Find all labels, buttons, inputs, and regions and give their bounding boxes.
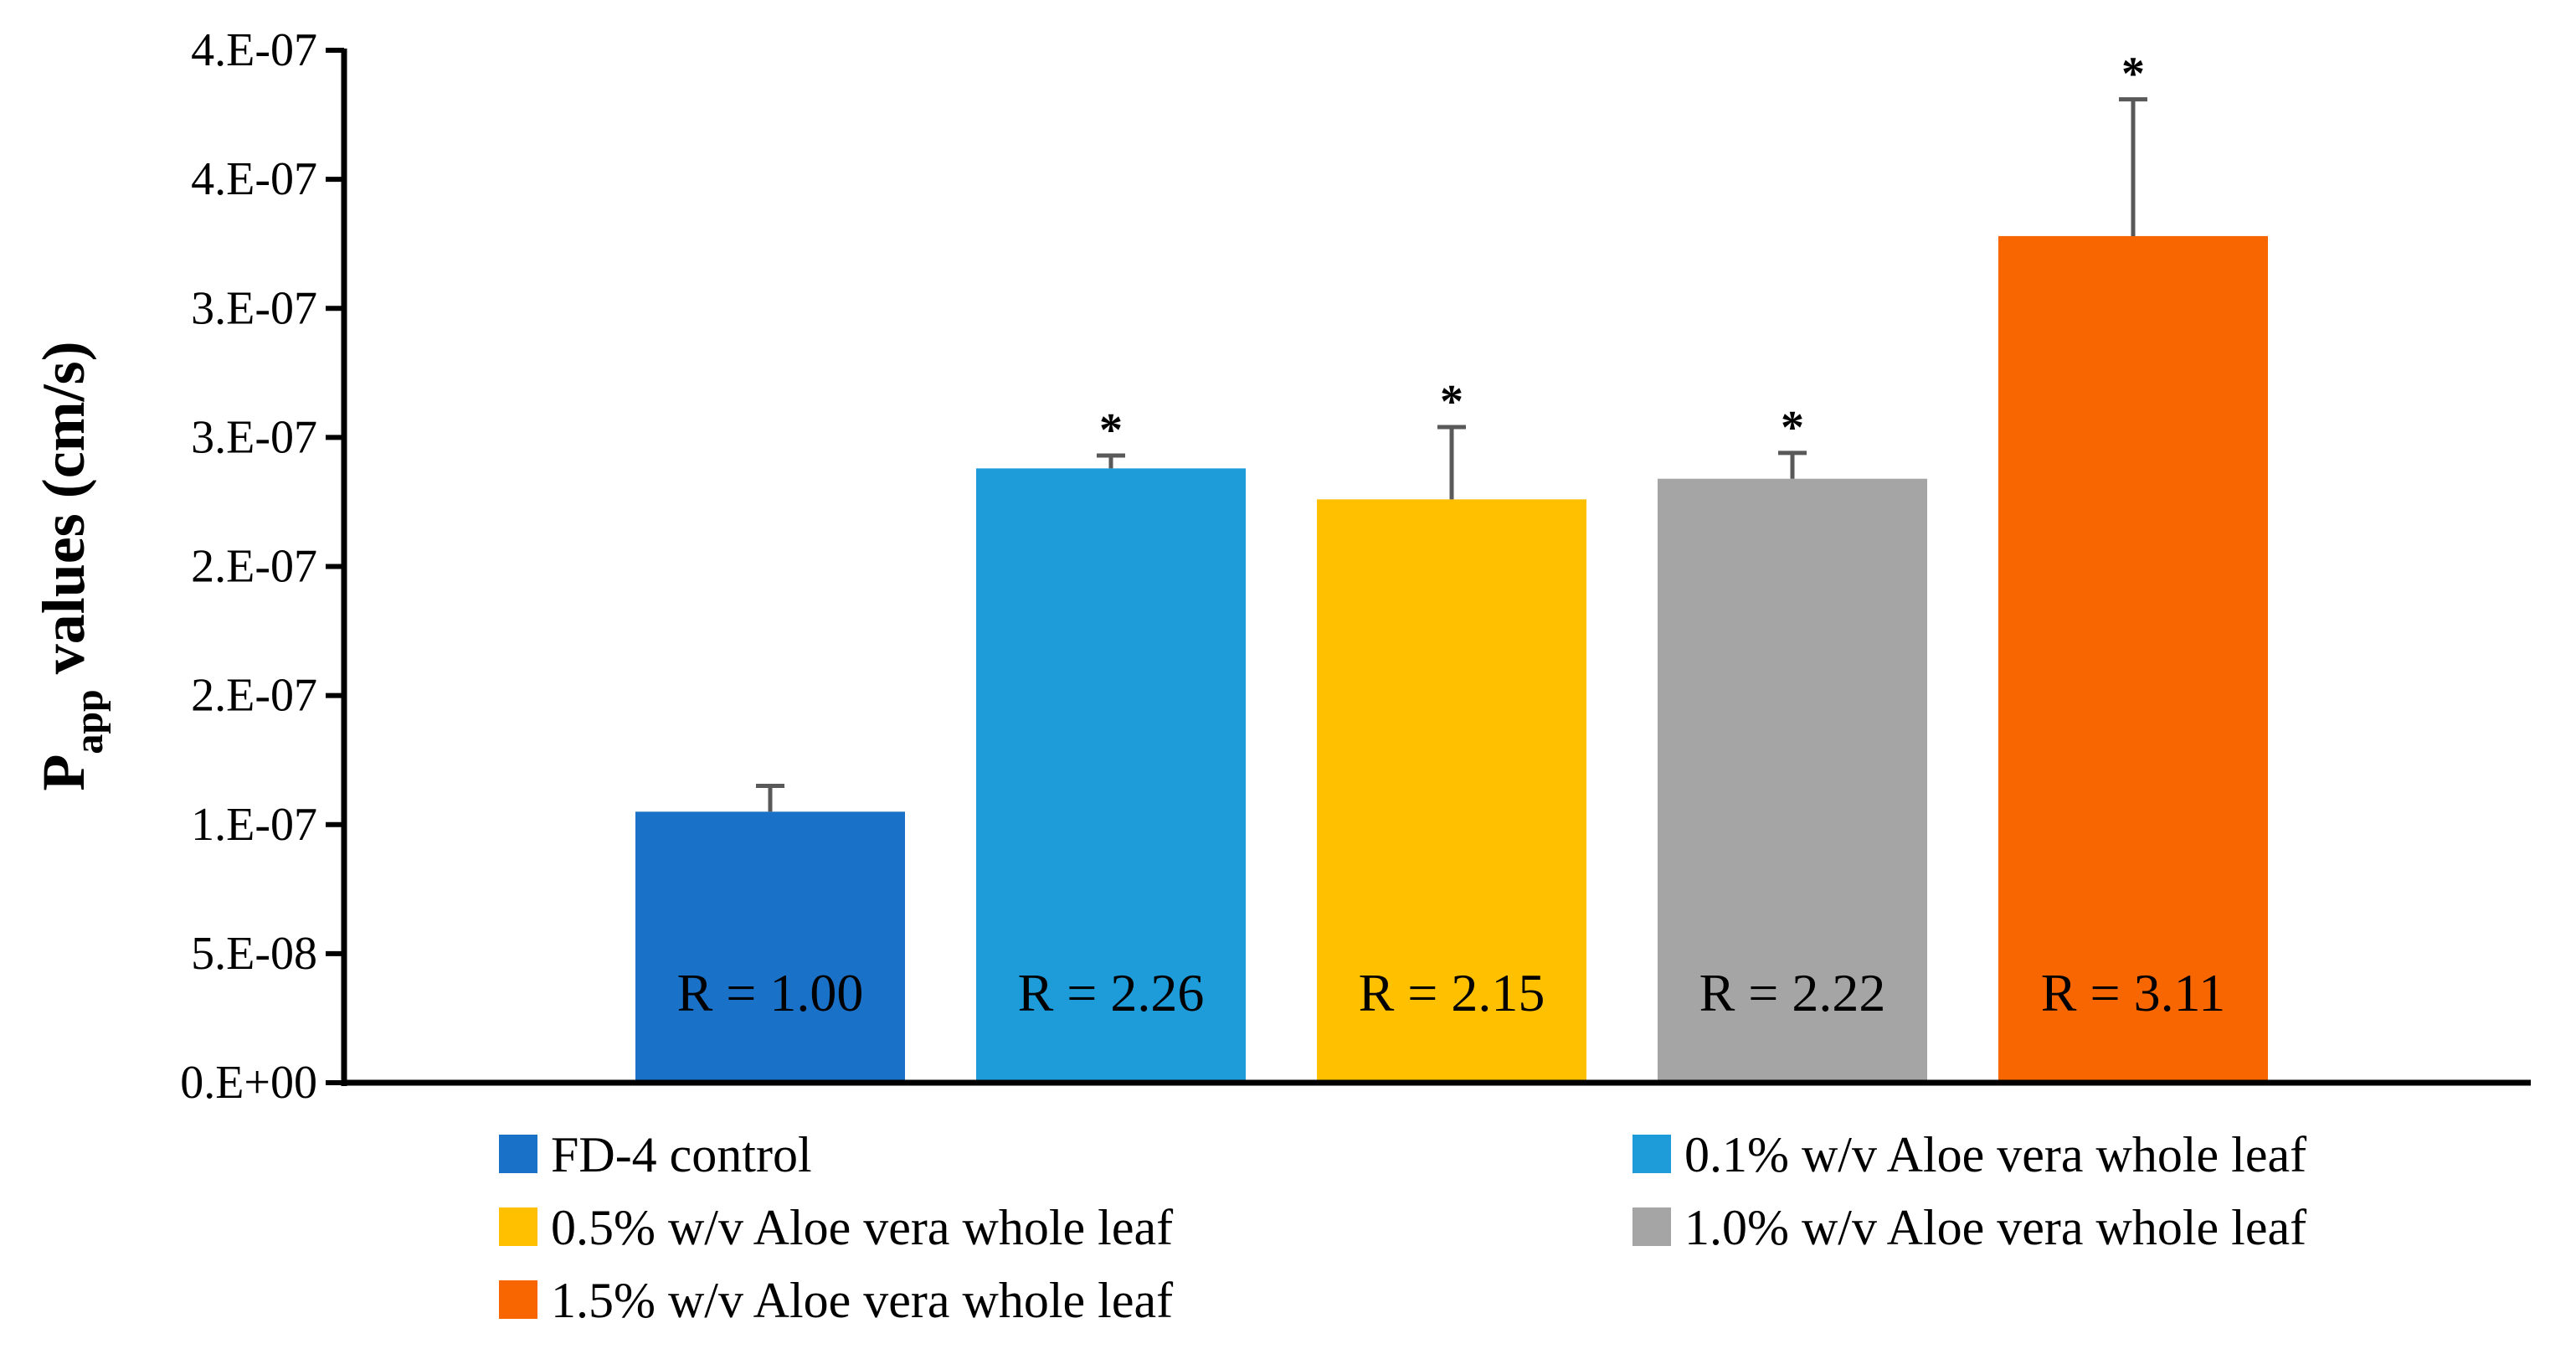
- significance-marker-2: *: [1099, 404, 1123, 456]
- ratio-label-1: R = 1.00: [677, 963, 864, 1022]
- y-tick-label-4: 2.E-07: [191, 541, 317, 593]
- bar-4: [1658, 478, 1927, 1083]
- y-axis-title-subscript: app: [67, 689, 111, 754]
- ratio-label-2: R = 2.26: [1018, 963, 1205, 1022]
- legend-label-2: 0.1% w/v Aloe vera whole leaf: [1684, 1127, 2306, 1182]
- y-tick-label-5: 3.E-07: [191, 411, 317, 463]
- legend-swatch-4: [1632, 1207, 1671, 1246]
- bar-5: [1998, 235, 2268, 1083]
- legend-label-1: FD-4 control: [551, 1127, 812, 1182]
- y-tick-label-6: 3.E-07: [191, 282, 317, 334]
- ratio-label-4: R = 2.22: [1699, 963, 1886, 1022]
- y-tick-label-7: 4.E-07: [191, 153, 317, 205]
- significance-marker-3: *: [1440, 376, 1463, 428]
- bar-1: [635, 811, 905, 1083]
- legend-swatch-1: [499, 1135, 537, 1173]
- y-axis-title: Papp values (cm/s): [30, 341, 111, 790]
- y-tick-label-8: 4.E-07: [191, 24, 317, 76]
- significance-marker-4: *: [1781, 402, 1804, 454]
- legend-swatch-3: [499, 1207, 537, 1246]
- bar-2: [976, 468, 1246, 1083]
- significance-marker-5: *: [2121, 49, 2145, 100]
- legend-label-5: 1.5% w/v Aloe vera whole leaf: [551, 1273, 1173, 1328]
- ratio-label-3: R = 2.15: [1359, 963, 1545, 1022]
- y-tick-label-2: 1.E-07: [191, 799, 317, 851]
- y-axis-title-main: P: [30, 754, 97, 791]
- legend-swatch-5: [499, 1280, 537, 1319]
- legend-label-3: 0.5% w/v Aloe vera whole leaf: [551, 1200, 1173, 1255]
- y-axis-title-rest: values (cm/s): [30, 341, 97, 689]
- y-tick-label-1: 5.E-08: [191, 928, 317, 980]
- legend-label-4: 1.0% w/v Aloe vera whole leaf: [1684, 1200, 2306, 1255]
- ratio-label-5: R = 3.11: [2041, 963, 2225, 1022]
- legend-swatch-2: [1632, 1135, 1671, 1173]
- bar-3: [1317, 499, 1586, 1083]
- y-tick-label-0: 0.E+00: [180, 1057, 317, 1109]
- y-tick-label-3: 2.E-07: [191, 670, 317, 722]
